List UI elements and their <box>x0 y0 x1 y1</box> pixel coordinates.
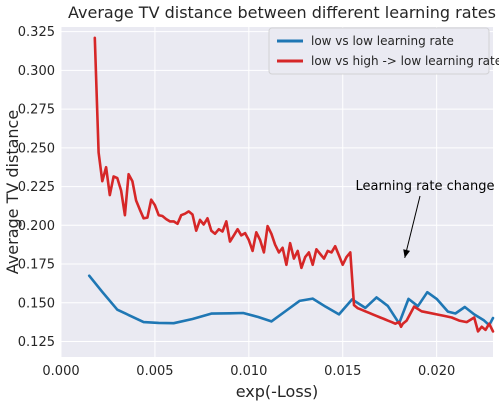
y-tick-label: 0.325 <box>18 25 55 40</box>
legend-label-low-low: low vs low learning rate <box>311 34 454 48</box>
x-tick-label: 0.020 <box>418 364 455 379</box>
y-tick-label: 0.200 <box>18 219 55 234</box>
legend: low vs low learning rate low vs high -> … <box>268 27 499 75</box>
y-tick-label: 0.225 <box>18 180 55 195</box>
x-tick-label: 0.010 <box>230 364 267 379</box>
x-tick-label: 0.015 <box>324 364 361 379</box>
annotation-arrow-line <box>404 195 421 258</box>
x-tick-labels: 0.000 0.005 0.010 0.015 0.020 <box>42 364 455 379</box>
y-tick-label: 0.275 <box>18 103 55 118</box>
y-tick-label: 0.150 <box>18 296 55 311</box>
series-line-low-vs-low <box>87 274 495 327</box>
x-axis-title: exp(-Loss) <box>236 382 319 401</box>
x-tick-label: 0.000 <box>42 364 79 379</box>
y-axis-title: Average TV distance <box>3 110 22 274</box>
chart-title: Average TV distance between different le… <box>68 3 496 22</box>
legend-box <box>268 27 490 75</box>
annotation-text: Learning rate change <box>356 179 495 194</box>
y-tick-label: 0.125 <box>18 335 55 350</box>
y-tick-labels: 0.125 0.150 0.175 0.200 0.225 0.250 0.275 0.300… <box>18 25 55 350</box>
y-tick-label: 0.300 <box>18 64 55 79</box>
annotation-arrow-head <box>403 249 411 258</box>
series-line-low-vs-high <box>93 36 495 333</box>
series-lines <box>87 36 495 333</box>
annotation: Learning rate change <box>356 179 495 258</box>
y-tick-label: 0.175 <box>18 258 55 273</box>
x-tick-label: 0.005 <box>136 364 173 379</box>
legend-label-low-high: low vs high -> low learning rate <box>311 54 499 68</box>
y-tick-label: 0.250 <box>18 141 55 156</box>
